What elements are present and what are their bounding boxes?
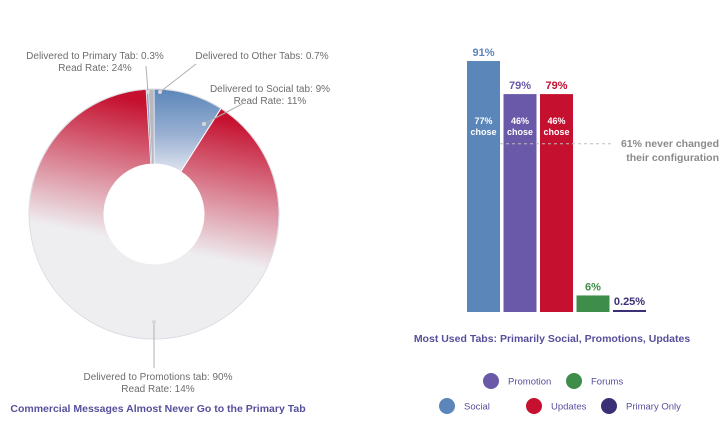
bar-social [467, 61, 500, 312]
bar-value-label-primary-only: 0.25% [614, 296, 645, 308]
leader-line-other [159, 63, 197, 93]
slice-read-rate-primary: Read Rate: 24% [58, 63, 131, 74]
legend-label-forums: Forums [591, 377, 623, 388]
leader-dot-primary [146, 90, 150, 94]
bar-forums [576, 295, 610, 312]
leader-dot-other [158, 90, 162, 94]
legend: Promotion Forums Social Updates Primary Only [439, 373, 681, 414]
bar-chart-title: Most Used Tabs: Primarily Social, Promot… [414, 333, 691, 345]
slice-label-promotions: Delivered to Promotions tab: 90% [84, 372, 233, 383]
leader-line-primary [145, 65, 149, 93]
legend-swatch-promotion [483, 373, 499, 389]
bar-inner-word-promotion: chose [507, 127, 533, 137]
legend-swatch-social [439, 398, 455, 414]
bar-value-label-promotion: 79% [509, 80, 531, 92]
bar-value-label-social: 91% [472, 47, 494, 59]
bar-inner-word-updates: chose [543, 127, 569, 137]
legend-swatch-forums [566, 373, 582, 389]
slice-read-rate-promotions: Read Rate: 14% [121, 384, 194, 395]
leader-line-social [203, 103, 243, 125]
legend-swatch-primary-only [601, 398, 617, 414]
bar-primary-only [613, 310, 646, 312]
bar-value-label-updates: 79% [545, 80, 567, 92]
slice-read-rate-social: Read Rate: 11% [234, 96, 307, 107]
legend-label-social: Social [464, 402, 490, 413]
slice-label-other: Delivered to Other Tabs: 0.7% [195, 51, 328, 62]
bar-value-label-forums: 6% [585, 281, 601, 293]
bar-inner-percent-updates: 46% [547, 116, 565, 126]
bar-inner-percent-promotion: 46% [511, 116, 529, 126]
reference-line-label-2: their configuration [626, 152, 719, 164]
legend-label-promotion: Promotion [508, 377, 551, 388]
slice-label-primary: Delivered to Primary Tab: 0.3% [26, 51, 164, 62]
legend-label-updates: Updates [551, 402, 587, 413]
reference-line-label-1: 61% never changed [621, 138, 719, 150]
bar-promotion [503, 94, 537, 312]
leader-dot-promotions [152, 320, 156, 324]
bar-updates [540, 94, 573, 312]
donut-labels: Delivered to Social tab: 9%Read Rate: 11… [26, 51, 330, 395]
bar-inner-percent-social: 77% [474, 116, 492, 126]
legend-swatch-updates [526, 398, 542, 414]
donut-chart [28, 88, 280, 340]
bar-inner-word-social: chose [470, 127, 496, 137]
slice-label-social: Delivered to Social tab: 9% [210, 84, 330, 95]
donut-chart-title: Commercial Messages Almost Never Go to t… [10, 403, 305, 415]
leader-dot-social [202, 122, 206, 126]
legend-label-primary-only: Primary Only [626, 402, 681, 413]
